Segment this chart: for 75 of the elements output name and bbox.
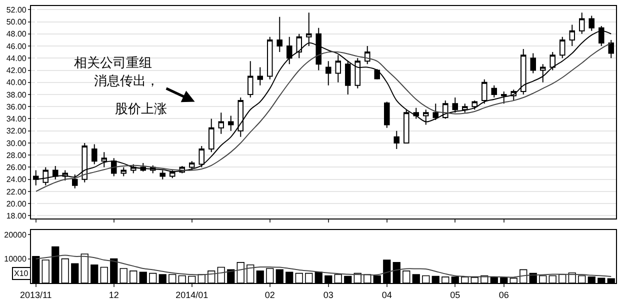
y-tick-label: 22.00 [6,187,27,196]
candlestick [578,12,585,34]
annotation: 股价上涨 [115,101,167,116]
x-tick-label: 02 [264,290,275,300]
candlestick [286,36,292,65]
candlestick [588,15,595,32]
candlestick [491,84,498,98]
candlestick [550,52,556,71]
candlestick [462,103,468,114]
y-tick-label: 28.00 [6,150,27,160]
candlestick [540,64,546,83]
y-tick-label: 50.00 [6,18,27,27]
annotation: 相关公司重组 [74,55,152,70]
candlestick [364,46,370,65]
y-tick-label: 52.00 [6,5,27,14]
x-tick-label: 2014/01 [176,290,208,300]
x-tick-label: 05 [450,290,460,300]
candlestick [432,103,439,120]
y-tick-label: 36.00 [6,102,27,112]
candlestick [452,97,458,114]
y-tick-label: 34.00 [6,114,27,124]
x-tick-label: 2013/11 [20,290,52,300]
candlestick [238,97,244,138]
candlestick [208,118,214,153]
text: X10 [14,269,29,278]
candlestick [559,36,566,59]
x-tick-label: 03 [323,290,334,300]
candlestick [403,109,410,144]
y-tick-label: 20.00 [6,199,27,208]
annotation: 消息传出， [94,73,159,88]
y-tick-label: 10000 [4,254,27,264]
y-tick-label: 20000 [4,230,27,240]
y-tick-label: 46.00 [6,42,27,51]
candlestick [325,60,332,86]
candlestick [266,36,273,80]
candlestick [120,166,127,177]
candlestick [520,48,526,95]
y-tick-label: 44.00 [6,54,27,63]
candlestick [110,158,117,177]
candlestick [422,109,429,126]
x-tick-label: 06 [498,290,509,300]
y-tick-label: 18.00 [6,212,27,221]
candlestick [394,130,400,150]
candlestick [296,33,302,59]
candlestick [218,112,224,134]
candlestick [500,90,507,104]
candlestick [384,101,390,128]
candlestick [530,52,536,74]
candlestick [257,66,264,86]
x-tick-label: 04 [382,290,392,300]
candlestick [569,24,576,46]
candlestick [335,54,342,83]
candlestick [354,58,361,89]
x-tick-label: 12 [108,290,119,300]
candlestick [198,146,205,168]
y-tick-label: 24.00 [6,175,27,184]
y-tick-label: 48.00 [6,30,27,39]
candlestick [247,60,254,98]
y-tick-label: 40.00 [6,78,27,88]
candlestick [413,107,420,120]
candlestick [481,78,488,104]
candlestick [188,160,195,171]
y-tick-label: 32.00 [6,126,27,136]
candlestick [276,16,283,53]
candlestick [472,100,478,110]
candlestick [344,60,351,95]
y-tick-label: 38.00 [6,90,27,100]
y-tick-label: 26.00 [6,163,27,172]
candlestick [101,152,108,168]
candlestick [608,39,614,59]
candlestick [228,115,234,132]
candlestick [91,144,98,165]
y-tick-label: 30.00 [6,138,27,148]
y-tick-label: 42.00 [6,66,27,76]
line-series [35,254,612,278]
